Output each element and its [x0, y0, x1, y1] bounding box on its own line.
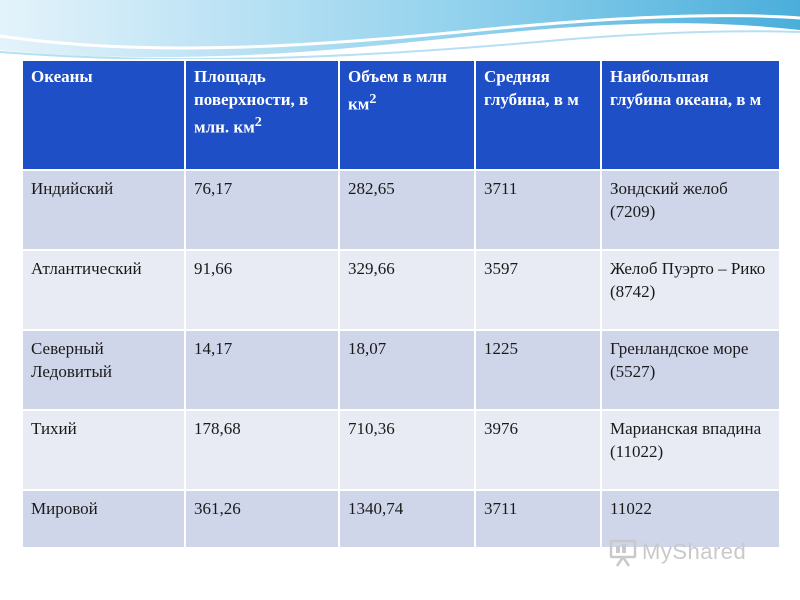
header-volume: Объем в млн км2	[338, 59, 476, 171]
cell-max-depth: Желоб Пуэрто – Рико (8742)	[600, 249, 781, 331]
cell-area: 91,66	[184, 249, 340, 331]
oceans-table: Океаны Площадь поверхности, в млн. км2 О…	[21, 59, 781, 549]
cell-max-depth: Зондский желоб (7209)	[600, 169, 781, 251]
watermark-text: MyShared	[642, 539, 747, 564]
header-max-depth: Наибольшая глубина океана, в м	[600, 59, 781, 171]
table-row: Мировой 361,26 1340,74 3711 11022	[21, 489, 781, 549]
header-average-depth: Средняя глубина, в м	[474, 59, 602, 171]
cell-max-depth: Марианская впадина (11022)	[600, 409, 781, 491]
cell-volume: 710,36	[338, 409, 476, 491]
cell-ocean: Атлантический	[21, 249, 186, 331]
cell-volume: 329,66	[338, 249, 476, 331]
myshared-watermark: MyShared	[608, 537, 746, 567]
table-row: Индийский 76,17 282,65 3711 Зондский жел…	[21, 169, 781, 251]
cell-avg-depth: 3976	[474, 409, 602, 491]
cell-area: 361,26	[184, 489, 340, 549]
cell-avg-depth: 3711	[474, 169, 602, 251]
cell-ocean: Индийский	[21, 169, 186, 251]
cell-area: 178,68	[184, 409, 340, 491]
cell-max-depth: Гренландское море (5527)	[600, 329, 781, 411]
cell-avg-depth: 3711	[474, 489, 602, 549]
cell-avg-depth: 3597	[474, 249, 602, 331]
cell-ocean: Мировой	[21, 489, 186, 549]
cell-avg-depth: 1225	[474, 329, 602, 411]
cell-ocean: Тихий	[21, 409, 186, 491]
cell-area: 76,17	[184, 169, 340, 251]
cell-volume: 18,07	[338, 329, 476, 411]
table-row: Атлантический 91,66 329,66 3597 Желоб Пу…	[21, 249, 781, 331]
cell-volume: 1340,74	[338, 489, 476, 549]
cell-ocean: Северный Ледовитый	[21, 329, 186, 411]
cell-area: 14,17	[184, 329, 340, 411]
header-oceans: Океаны	[21, 59, 186, 171]
table-row: Тихий 178,68 710,36 3976 Марианская впад…	[21, 409, 781, 491]
cell-volume: 282,65	[338, 169, 476, 251]
presentation-board-icon	[609, 539, 637, 567]
cell-max-depth: 11022	[600, 489, 781, 549]
table-row: Северный Ледовитый 14,17 18,07 1225 Грен…	[21, 329, 781, 411]
wave-decoration	[0, 0, 800, 70]
table-header-row: Океаны Площадь поверхности, в млн. км2 О…	[21, 59, 781, 171]
header-surface-area: Площадь поверхности, в млн. км2	[184, 59, 340, 171]
